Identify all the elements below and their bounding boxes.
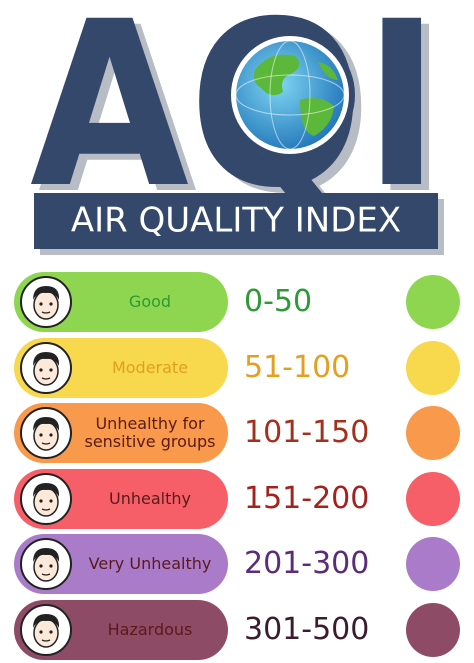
level-row: Good 0-50 [0,272,474,332]
level-label: Hazardous [107,619,193,639]
level-label: Unhealthy [109,488,191,508]
globe [225,30,355,160]
level-label: Moderate [111,357,189,377]
level-range: 101-150 [244,415,370,450]
level-label: Good [128,292,172,311]
face-icon [20,341,72,398]
face-icon [20,276,72,332]
face-icon [20,407,72,463]
banner [34,193,438,249]
level-range: 301-500 [244,611,370,647]
level-range: 201-300 [244,546,370,581]
level-range: 51-100 [244,349,351,385]
level-row: Unhealthy for sensitive groups 101-150 [0,403,474,463]
subtitle: AIR QUALITY INDEX [71,201,401,241]
face-icon [20,538,72,594]
header: AQI AQI AIR QUALITY INDEX [30,0,448,255]
level-color [406,602,460,657]
level-row: Hazardous 301-500 [0,599,474,660]
level-row: Unhealthy 151-200 [0,468,474,529]
level-row: Very Unhealthy 201-300 [0,534,474,594]
level-range: 0-50 [244,284,313,319]
level-color [406,275,460,329]
level-label: Unhealthy for sensitive groups [84,414,216,451]
face-icon [20,603,72,660]
level-range: 151-200 [244,480,370,516]
level-color [406,340,460,395]
level-color [406,537,460,591]
level-color [406,471,460,526]
level-color [406,406,460,460]
face-icon [20,472,72,529]
level-row: Moderate 51-100 [0,337,474,398]
level-label: Very Unhealthy [88,554,212,573]
